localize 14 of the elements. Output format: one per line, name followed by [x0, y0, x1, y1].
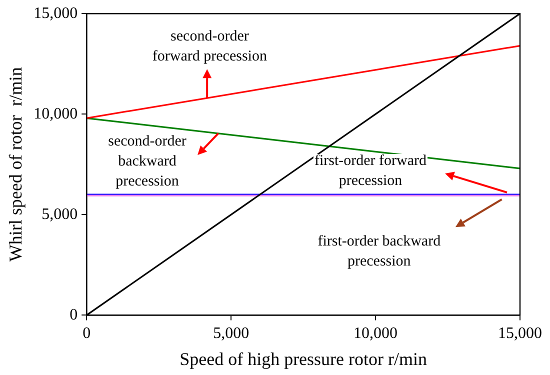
- y-tick-label: 10,000: [34, 105, 78, 122]
- x-tick-label: 15,000: [498, 325, 542, 342]
- annotation: first-order backward precession: [318, 234, 442, 270]
- annotation: first-order forward precession: [314, 152, 427, 189]
- x-tick-label: 5,000: [213, 325, 250, 342]
- y-axis-title: Whirl speed of rotor r/min: [6, 67, 26, 262]
- y-tick-label: 0: [70, 306, 78, 324]
- y-tick-label: 5,000: [42, 206, 78, 223]
- annotation: second-order forward precession: [152, 28, 268, 64]
- x-tick-label: 10,000: [354, 325, 398, 342]
- x-axis-title: Speed of high pressure rotor r/min: [180, 348, 428, 369]
- x-tick-label: 0: [82, 325, 91, 342]
- y-tick-label: 15,000: [34, 4, 78, 22]
- annotation: second-order backward precession: [108, 133, 186, 190]
